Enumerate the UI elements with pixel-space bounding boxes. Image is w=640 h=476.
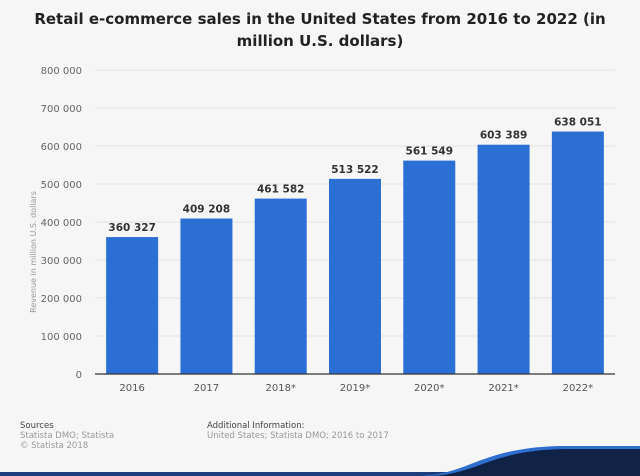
y-tick-label: 400 000 bbox=[41, 218, 82, 229]
x-tick-label: 2017 bbox=[194, 383, 219, 394]
data-label: 409 208 bbox=[183, 204, 231, 216]
additional-info-heading: Additional Information: bbox=[207, 421, 305, 431]
data-label: 360 327 bbox=[108, 222, 156, 234]
x-tick-label: 2018* bbox=[265, 383, 295, 394]
data-label: 561 549 bbox=[406, 146, 454, 158]
data-label: 603 389 bbox=[480, 130, 528, 142]
bar bbox=[106, 237, 159, 374]
y-tick-label: 100 000 bbox=[41, 332, 82, 343]
sources-block: Sources Statista DMO; Statista © Statist… bbox=[20, 421, 114, 451]
x-tick-label: 2016 bbox=[119, 383, 144, 394]
bar bbox=[254, 198, 307, 374]
additional-info-block: Additional Information: United States; S… bbox=[207, 421, 389, 441]
y-tick-label: 200 000 bbox=[41, 294, 82, 305]
y-tick-label: 0 bbox=[76, 370, 82, 381]
bar bbox=[403, 160, 456, 374]
y-tick-label: 800 000 bbox=[41, 66, 82, 77]
bar bbox=[477, 144, 530, 374]
data-label: 513 522 bbox=[331, 164, 379, 176]
chart-title: Retail e-commerce sales in the United St… bbox=[34, 10, 606, 50]
x-tick-label: 2021* bbox=[488, 383, 518, 394]
y-tick-label: 600 000 bbox=[41, 142, 82, 153]
x-tick-label: 2019* bbox=[340, 383, 370, 394]
y-tick-label: 500 000 bbox=[41, 180, 82, 191]
y-axis-label: Revenue in million U.S. dollars bbox=[29, 191, 38, 313]
copyright-line: © Statista 2018 bbox=[20, 441, 89, 451]
data-label: 461 582 bbox=[257, 184, 305, 196]
x-tick-label: 2022* bbox=[563, 383, 593, 394]
y-tick-label: 300 000 bbox=[41, 256, 82, 267]
footer-wave-decoration bbox=[0, 446, 640, 476]
sources-line: Statista DMO; Statista bbox=[20, 431, 115, 441]
additional-info-text: United States; Statista DMO; 2016 to 201… bbox=[207, 431, 389, 441]
bar bbox=[551, 131, 604, 374]
x-tick-label: 2020* bbox=[414, 383, 444, 394]
y-tick-label: 700 000 bbox=[41, 104, 82, 115]
bar bbox=[180, 218, 233, 374]
data-label: 638 051 bbox=[554, 117, 602, 129]
bar bbox=[329, 178, 381, 374]
sources-heading: Sources bbox=[20, 421, 54, 431]
